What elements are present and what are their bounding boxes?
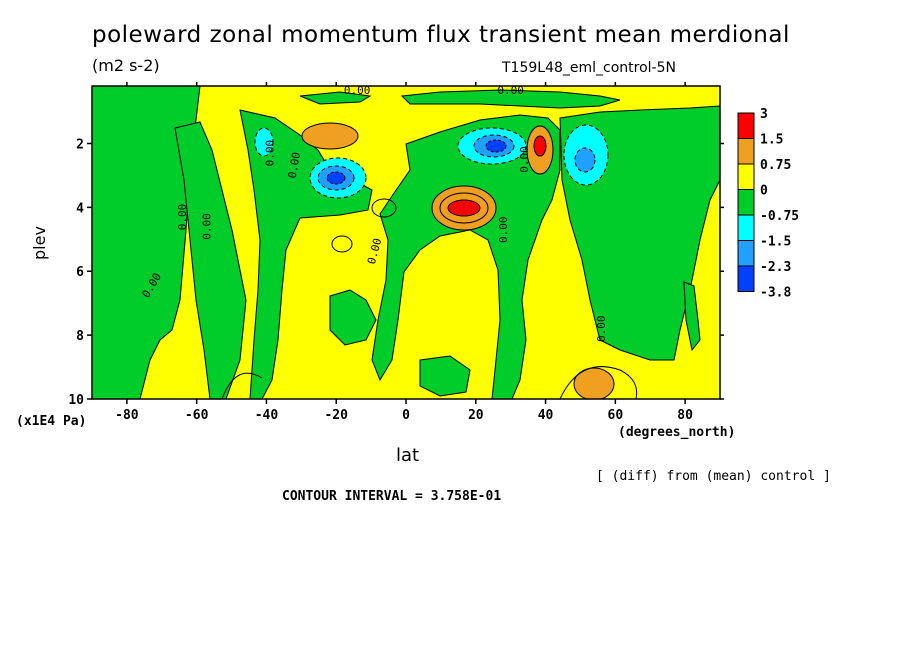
- y-tick-label: 10: [68, 393, 84, 408]
- contour-label: 0.00: [286, 151, 303, 179]
- fill-negative-band: [419, 355, 471, 397]
- colorbar-swatch: [737, 138, 755, 165]
- x-tick-label: 60: [608, 408, 624, 423]
- colorbar-label: -3.8: [760, 286, 791, 301]
- y-tick-label: 4: [76, 201, 84, 216]
- colorbar-label: 0.75: [760, 158, 791, 173]
- x-tick-label: 40: [538, 408, 554, 423]
- contour-interval: CONTOUR INTERVAL = 3.758E-01: [282, 489, 502, 504]
- plot-area: [92, 86, 720, 399]
- fill-red-15N: [447, 199, 481, 217]
- contour-label: 0.00: [263, 140, 276, 167]
- colorbar-swatch: [737, 112, 755, 139]
- x-tick-label: -60: [185, 408, 209, 423]
- fill-red-38N: [533, 135, 547, 157]
- y-axis: 2 4 6 8 10: [68, 137, 724, 408]
- x-tick-label: 20: [468, 408, 484, 423]
- fill-negative-band: [92, 86, 201, 399]
- contour-line: [221, 372, 263, 399]
- x-tick-label: -80: [115, 408, 139, 423]
- fill-negative-band: [174, 121, 247, 399]
- colorbar-label: 1.5: [760, 133, 783, 148]
- fill-negative-band: [329, 289, 377, 346]
- y-tick-label: 6: [76, 265, 84, 280]
- fill-blue-50N: [574, 147, 596, 173]
- fill-cyan-42S: [254, 127, 274, 157]
- fill-darkblue-26N: [485, 139, 507, 153]
- contour-label: 0.00: [201, 213, 214, 240]
- y-tick-label: 2: [76, 137, 84, 152]
- colorbar-swatch: [737, 240, 755, 267]
- x-axis-units: (degrees_north): [618, 425, 736, 440]
- colorbar-label: -0.75: [760, 209, 799, 224]
- chart-title: poleward zonal momentum flux transient m…: [92, 22, 790, 48]
- colorbar-swatch: [737, 214, 755, 241]
- contour-label: 0.00: [497, 216, 510, 243]
- chart-units: (m2 s-2): [92, 56, 160, 75]
- colorbar: 3 1.5 0.75 0 -0.75 -1.5 -2.3 -3.8: [737, 107, 799, 301]
- x-tick-label: 80: [677, 408, 693, 423]
- fill-negative-band: [683, 281, 701, 352]
- x-tick-label: -40: [255, 408, 279, 423]
- colorbar-swatch: [737, 163, 755, 190]
- x-tick-label: 0: [402, 408, 410, 423]
- colorbar-label: -2.3: [760, 260, 791, 275]
- y-axis-units: (x1E4 Pa): [16, 414, 87, 429]
- contour-label: 0.00: [344, 84, 371, 97]
- run-label: T159L48_eml_control-5N: [502, 60, 676, 76]
- diff-note: [ (diff) from (mean) control ]: [596, 469, 831, 484]
- colorbar-label: 0: [760, 184, 768, 199]
- colorbar-label: 3: [760, 107, 768, 122]
- x-axis: -80 -60 -40 -20 0 20 40 60 80: [115, 82, 693, 423]
- contour-label: 0.00: [497, 84, 524, 97]
- y-axis-label: plev: [30, 226, 49, 260]
- colorbar-swatch: [737, 265, 755, 292]
- contour-label: 0.00: [518, 146, 531, 173]
- fill-orange-53N: [573, 367, 615, 399]
- y-tick-label: 8: [76, 329, 84, 344]
- contour-label: 0.00: [595, 315, 608, 342]
- fill-orange-25S: [301, 122, 359, 150]
- contour-line: [559, 366, 638, 399]
- contour-line: [371, 198, 397, 218]
- fill-negative-band: [400, 89, 621, 109]
- x-tick-label: -20: [324, 408, 348, 423]
- contour-label: 0.00: [176, 204, 189, 231]
- colorbar-swatch: [737, 189, 755, 216]
- colorbar-label: -1.5: [760, 235, 791, 250]
- contour-line: [439, 192, 489, 224]
- fill-negative-band: [299, 91, 372, 105]
- fill-negative-band: [371, 114, 561, 399]
- contour-line: [331, 235, 353, 253]
- x-axis-label: lat: [396, 445, 420, 466]
- fill-darkblue-20S: [326, 171, 346, 185]
